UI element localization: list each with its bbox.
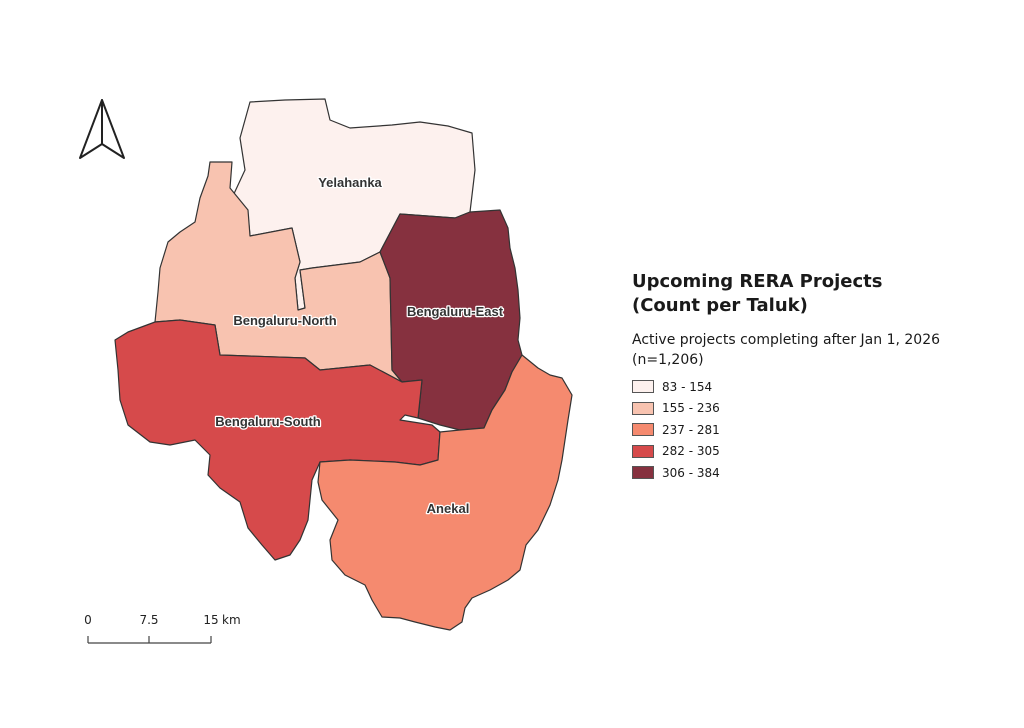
legend-swatch xyxy=(632,444,654,458)
legend-swatch xyxy=(632,380,654,394)
scale-tick-0: 0 xyxy=(84,613,92,627)
legend-swatch xyxy=(632,423,654,437)
legend-item: 83 - 154 xyxy=(632,376,1012,398)
label-anekal: Anekal xyxy=(427,501,470,516)
legend-swatch xyxy=(632,466,654,480)
legend-item-label: 282 - 305 xyxy=(662,444,720,459)
legend-item: 306 - 384 xyxy=(632,462,1012,484)
district-labels: Yelahanka Bengaluru-North Bengaluru-East… xyxy=(214,174,505,518)
legend-title-line-2: (Count per Taluk) xyxy=(632,295,808,316)
district-anekal[interactable] xyxy=(317,354,573,631)
scale-bar: 0 7.5 15 km xyxy=(84,613,241,644)
label-bengaluru-north: Bengaluru-North xyxy=(233,313,336,328)
legend-item: 155 - 236 xyxy=(632,398,1012,420)
district-bengaluru-south[interactable] xyxy=(114,319,441,561)
legend-item-label: 83 - 154 xyxy=(662,379,713,394)
scale-unit: km xyxy=(222,613,241,627)
district-polygons xyxy=(114,98,573,631)
legend-subtitle-line-2: (n=1,206) xyxy=(632,352,704,368)
legend-item: 282 - 305 xyxy=(632,441,1012,463)
legend-item-label: 237 - 281 xyxy=(662,422,720,437)
legend-item-label: 306 - 384 xyxy=(662,465,720,480)
map-legend: Upcoming RERA Projects (Count per Taluk)… xyxy=(632,270,1012,484)
legend-item-label: 155 - 236 xyxy=(662,401,720,416)
scale-tick-2: 15 xyxy=(203,613,218,627)
scale-tick-1: 7.5 xyxy=(139,613,158,627)
north-arrow-icon xyxy=(79,99,125,159)
legend-swatch xyxy=(632,401,654,415)
label-bengaluru-south: Bengaluru-South xyxy=(215,414,320,429)
legend-subtitle-line-1: Active projects completing after Jan 1, … xyxy=(632,332,941,348)
legend-item: 237 - 281 xyxy=(632,419,1012,441)
label-bengaluru-east: Bengaluru-East xyxy=(407,304,504,319)
label-yelahanka: Yelahanka xyxy=(318,175,382,190)
legend-title-line-1: Upcoming RERA Projects xyxy=(632,271,883,292)
legend-title: Upcoming RERA Projects (Count per Taluk) xyxy=(632,270,1012,318)
legend-subtitle: Active projects completing after Jan 1, … xyxy=(632,330,1012,370)
legend-items: 83 - 154 155 - 236 237 - 281 282 - 305 3… xyxy=(632,376,1012,484)
